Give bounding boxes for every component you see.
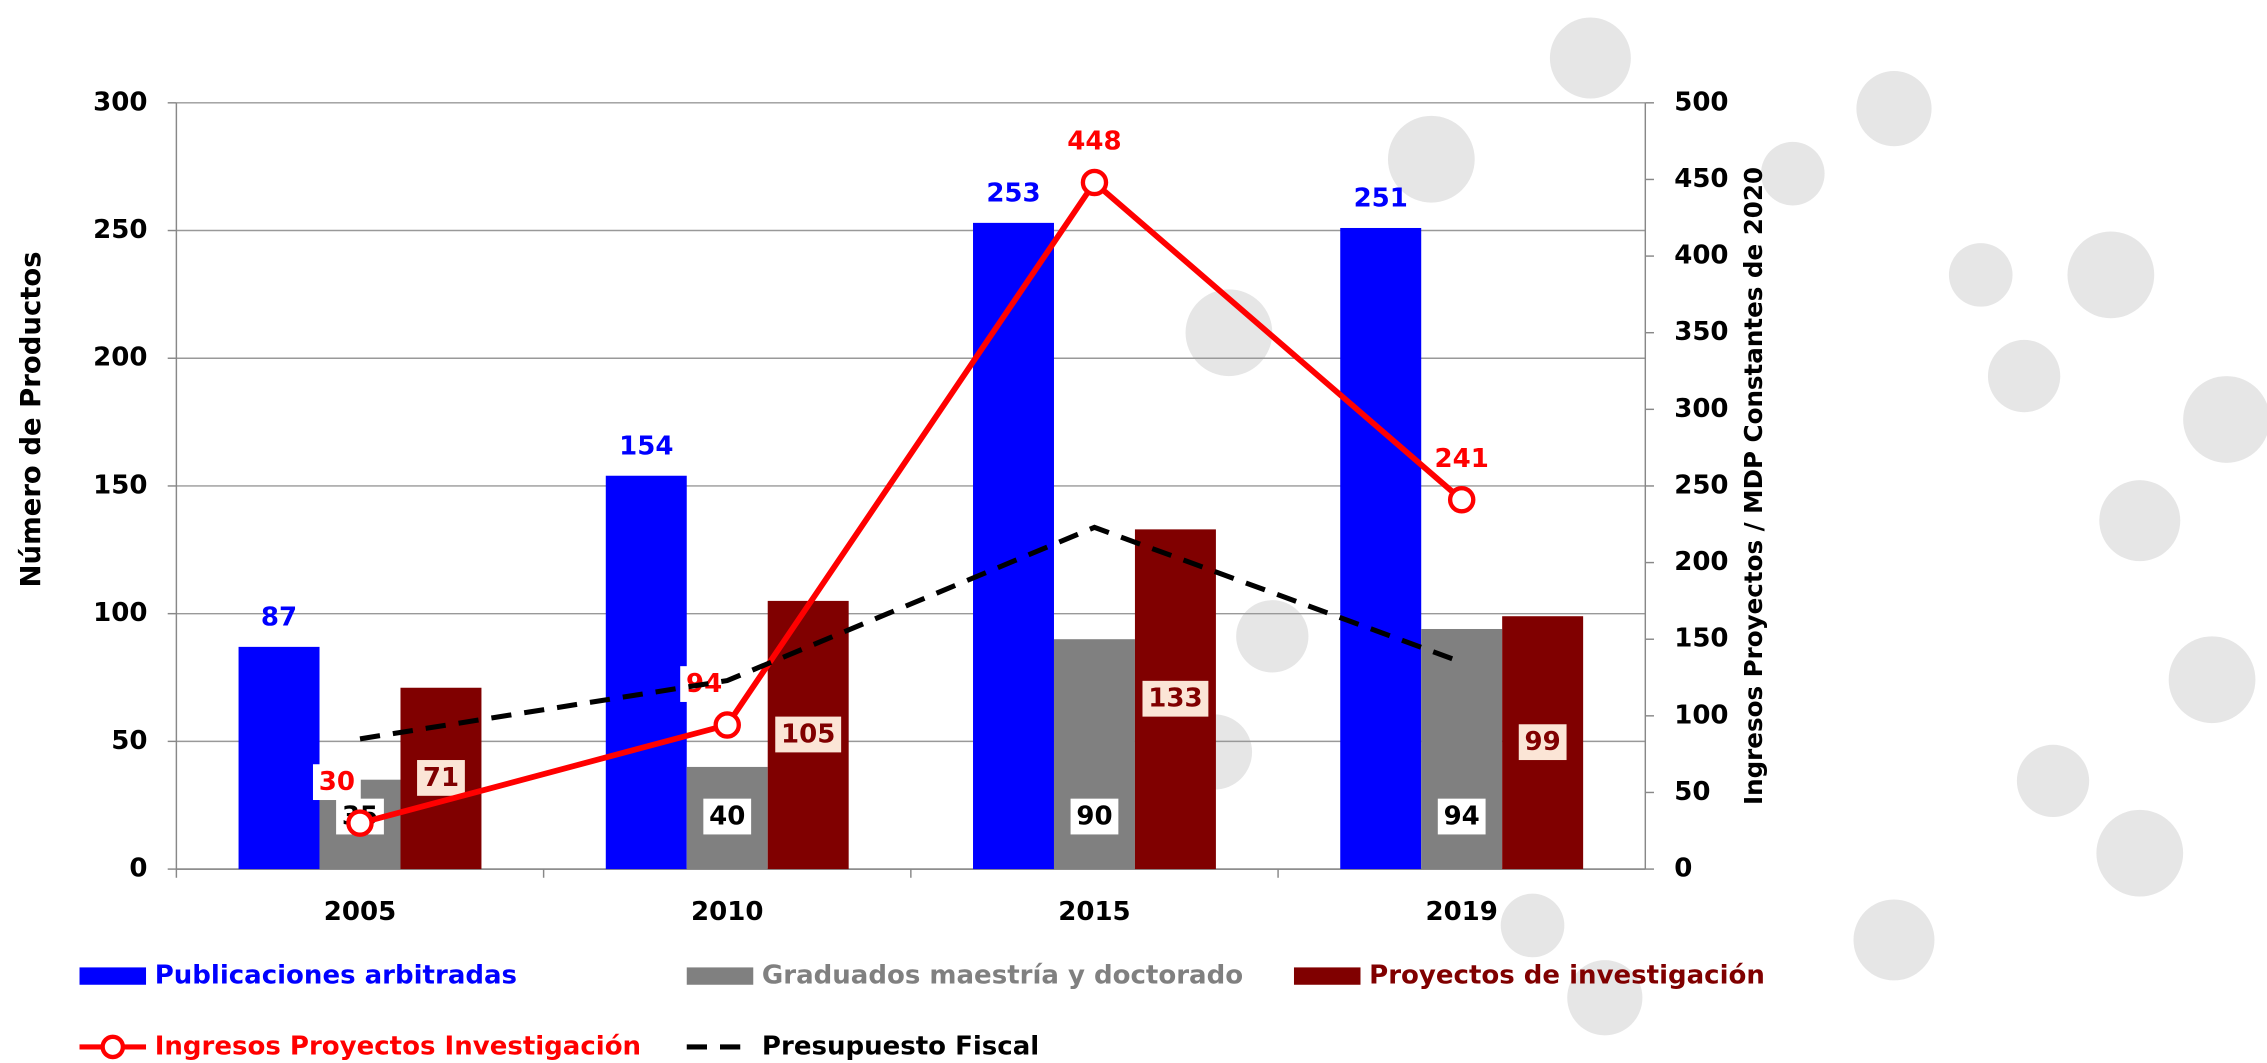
bar [605,475,687,870]
y2-tick-label: 500 [1674,87,1728,117]
data-label: 251 [1354,184,1408,214]
line [359,524,1463,742]
y2-tick-label: 300 [1674,394,1728,424]
data-label: 253 [986,178,1040,208]
y2-tick-label: 450 [1674,164,1728,194]
background-decoration [1176,17,2267,1036]
line-marker [346,809,374,837]
data-label: 40 [709,802,745,832]
x-tick-label: 2010 [691,897,763,927]
data-label: 90 [1076,802,1112,832]
legend-label: Proyectos de investigación [1369,961,1765,991]
legend-label: Presupuesto Fiscal [762,1031,1039,1061]
data-label-box [1070,798,1119,835]
line-marker [1080,168,1109,197]
data-label-box [417,760,465,796]
data-label-box [312,764,361,801]
data-label: 241 [1435,444,1489,474]
legend-swatch [79,967,147,985]
data-label: 30 [319,767,355,797]
bar [1053,639,1135,870]
y-tick-label: 150 [93,470,147,500]
legend-marker [100,1034,126,1060]
x-tick-label: 2005 [324,897,396,927]
x-tick-label: 2019 [1425,897,1497,927]
data-label: 105 [781,719,835,749]
legend-swatch [686,967,754,985]
y2-tick-label: 200 [1674,547,1728,577]
y2-axis-title: Ingresos Proyectos / MDP Constantes de 2… [1739,167,1768,805]
y2-tick-label: 150 [1674,624,1728,654]
y-tick-label: 0 [129,854,147,884]
data-label-box [1518,724,1567,761]
y2-tick-label: 350 [1674,317,1728,347]
data-label: 71 [423,763,459,793]
y-tick-label: 50 [111,726,147,756]
line-marker [713,711,741,739]
bar [973,222,1054,870]
line-marker [1447,486,1476,514]
data-label-box [1142,680,1209,717]
y-tick-label: 100 [93,598,147,628]
y2-tick-label: 400 [1674,241,1728,271]
y-axis-title: Número de Productos [16,251,47,587]
data-label-box [703,798,752,835]
y2-tick-label: 0 [1674,854,1692,884]
data-label-box [1437,798,1486,835]
legend-label: Graduados maestría y doctorado [762,961,1243,991]
data-label: 94 [1444,802,1480,832]
x-tick-label: 2015 [1058,897,1130,927]
data-label: 133 [1148,684,1202,714]
legend-swatch [1293,967,1361,985]
data-label: 448 [1067,127,1121,157]
y-tick-label: 250 [93,215,147,245]
line [359,178,1464,826]
legend-label: Publicaciones arbitradas [155,961,517,991]
legend-label: Ingresos Proyectos Investigación [155,1031,641,1061]
bar [1340,227,1422,870]
y2-tick-label: 250 [1674,470,1728,500]
data-label: 154 [619,431,673,461]
y-tick-label: 300 [93,87,147,117]
y2-tick-label: 100 [1674,700,1728,730]
data-label: 99 [1525,727,1561,757]
y-tick-label: 200 [93,343,147,373]
data-label-box [775,716,842,753]
bar [238,646,320,870]
y2-tick-label: 50 [1674,777,1710,807]
data-label: 87 [261,602,297,632]
